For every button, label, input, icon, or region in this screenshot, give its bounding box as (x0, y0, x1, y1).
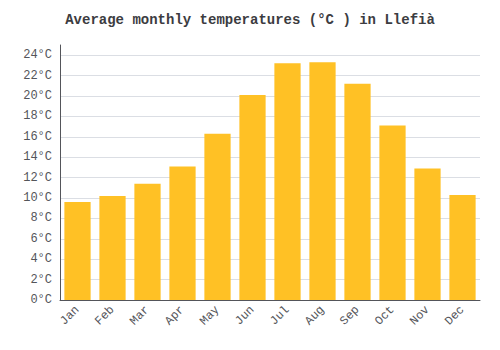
svg-text:16°C: 16°C (23, 130, 52, 144)
svg-text:22°C: 22°C (23, 69, 52, 83)
svg-text:Feb: Feb (92, 303, 117, 328)
svg-text:Average monthly temperatures (: Average monthly temperatures (°C ) in Ll… (65, 12, 435, 28)
svg-text:24°C: 24°C (23, 48, 52, 62)
svg-text:Sep: Sep (337, 303, 362, 328)
svg-text:4°C: 4°C (30, 252, 52, 266)
svg-text:18°C: 18°C (23, 109, 52, 123)
svg-text:12°C: 12°C (23, 171, 52, 185)
svg-text:Jun: Jun (232, 303, 257, 328)
svg-text:Nov: Nov (407, 303, 432, 328)
svg-text:14°C: 14°C (23, 150, 52, 164)
svg-text:Mar: Mar (127, 303, 152, 328)
svg-text:Aug: Aug (302, 303, 327, 328)
svg-text:0°C: 0°C (30, 293, 52, 307)
svg-text:Oct: Oct (372, 303, 397, 328)
svg-text:Dec: Dec (442, 303, 467, 328)
svg-text:8°C: 8°C (30, 211, 52, 225)
svg-text:Jul: Jul (267, 303, 292, 328)
svg-text:May: May (197, 303, 222, 328)
svg-text:2°C: 2°C (30, 273, 52, 287)
svg-text:6°C: 6°C (30, 232, 52, 246)
svg-text:10°C: 10°C (23, 191, 52, 205)
svg-text:Apr: Apr (162, 303, 187, 328)
svg-text:Jan: Jan (57, 303, 82, 328)
svg-text:20°C: 20°C (23, 89, 52, 103)
